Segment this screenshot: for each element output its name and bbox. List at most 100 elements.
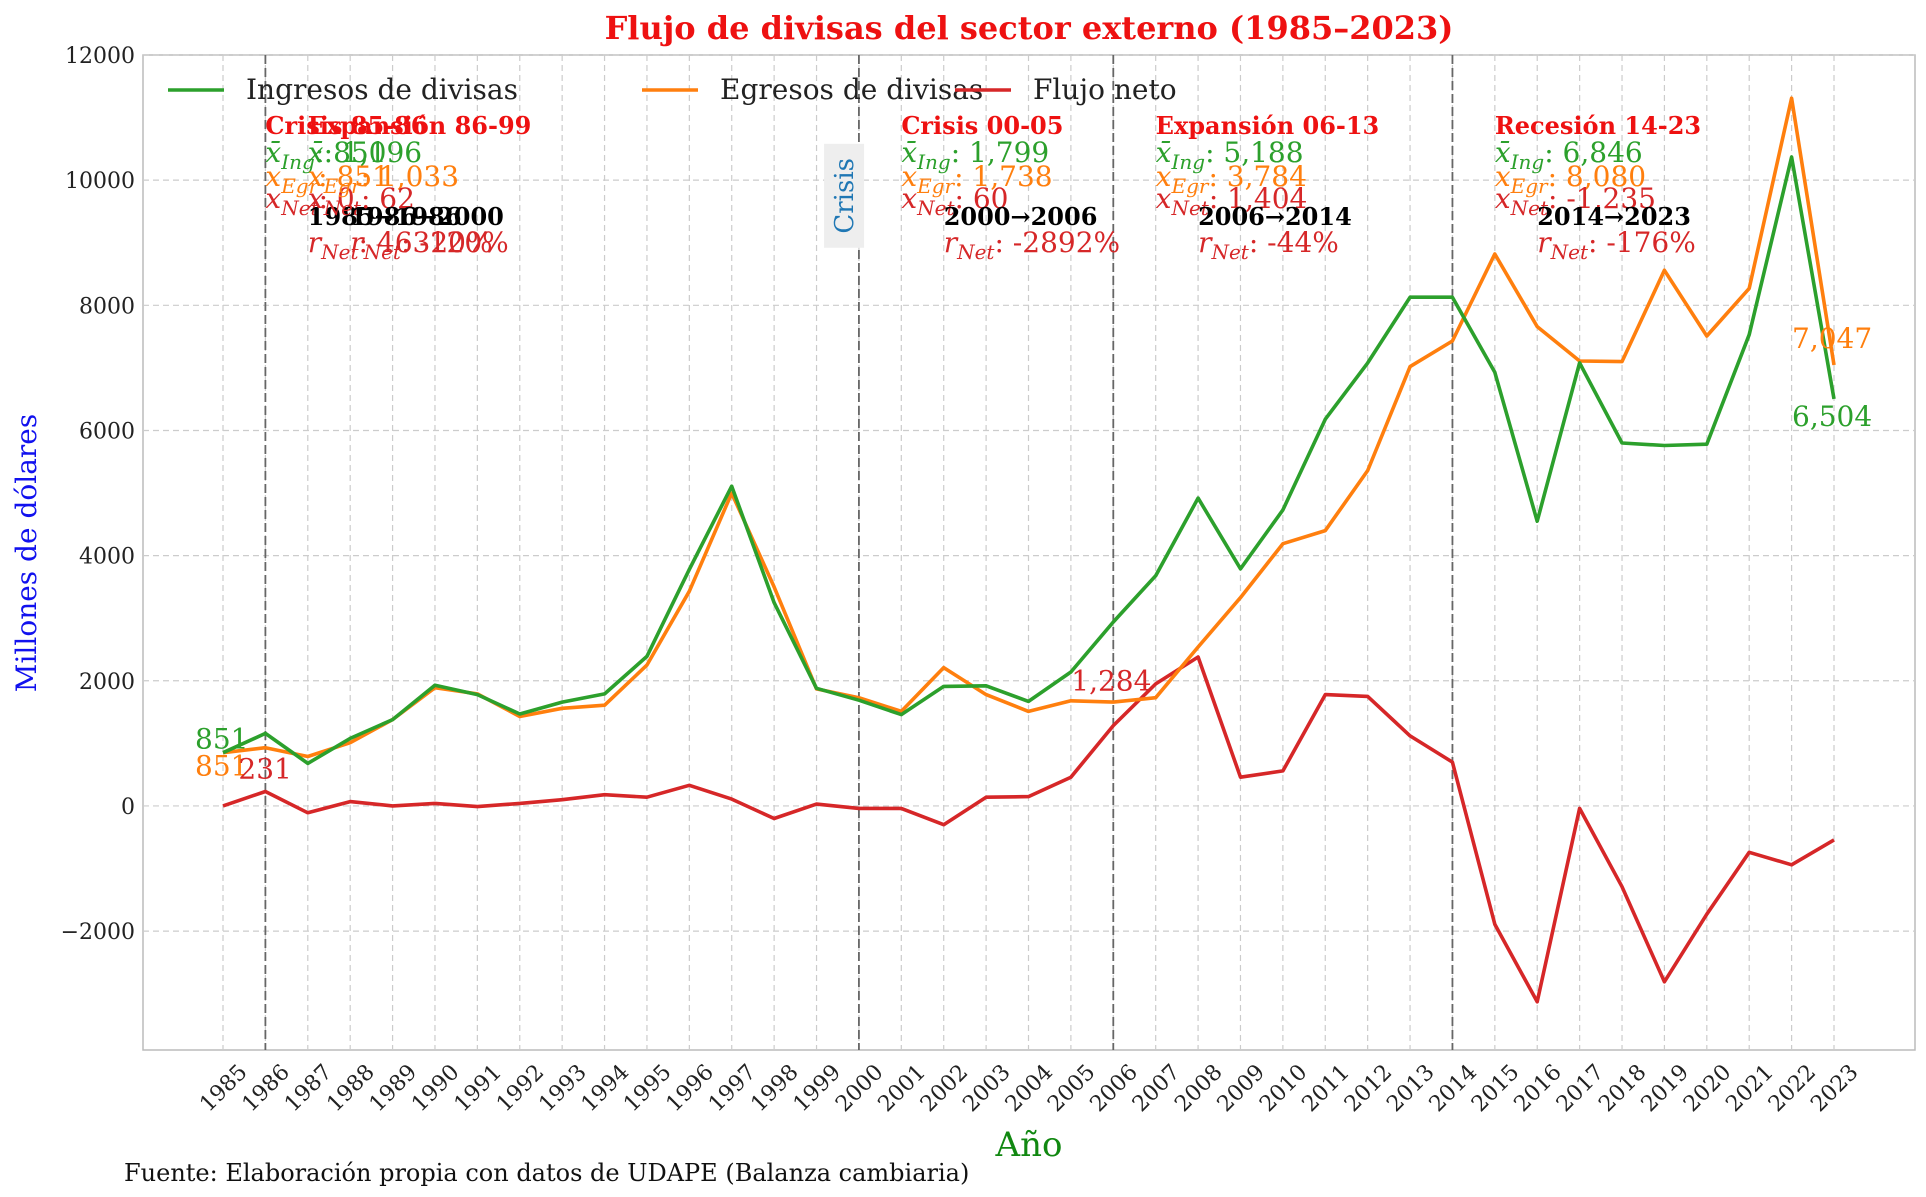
period-mean-egresos: xEgr: 1,033: [308, 160, 459, 198]
series-lines: [222, 96, 1836, 1004]
x-tick-label: 1987: [280, 1060, 337, 1117]
period-change-neto: rNet: -120%: [350, 226, 509, 264]
y-tick-label: 2000: [79, 670, 135, 695]
x-tick-label: 1997: [704, 1060, 761, 1117]
period-title: Recesión 14-23: [1495, 111, 1701, 140]
period-range: 1985→1986: [308, 202, 462, 231]
period-mean-neto: xNet: 60: [901, 182, 1008, 220]
point-label: 7,047: [1792, 322, 1872, 355]
x-tick-label: 2005: [1043, 1060, 1100, 1117]
legend: Ingresos de divisas Egresos de divisas Flu…: [168, 73, 1177, 106]
x-tick-label: 2021: [1721, 1060, 1778, 1117]
point-label: 6,504: [1792, 400, 1872, 433]
y-axis-label: Millones de dólares: [10, 414, 43, 692]
period-title: Crisis 85-86: [265, 111, 427, 140]
crisis-label: Crisis: [830, 158, 860, 234]
legend-label-neto: Flujo neto: [1033, 73, 1177, 106]
x-tick-label: 2022: [1764, 1060, 1821, 1117]
x-axis-ticks: 1985198619871988198919901991199219931994…: [195, 1060, 1863, 1117]
point-label: 851: [195, 750, 248, 783]
x-tick-label: 1998: [746, 1060, 803, 1117]
y-tick-label: 4000: [79, 545, 135, 570]
period-mean-egresos: xEgr: 8,080: [1495, 160, 1646, 198]
point-label: 1,284: [1071, 665, 1151, 698]
x-tick-label: 2008: [1170, 1060, 1227, 1117]
x-tick-label: 2010: [1255, 1060, 1312, 1117]
x-tick-label: 1985: [195, 1060, 252, 1117]
x-tick-label: 2018: [1594, 1060, 1651, 1117]
point-label: 851: [195, 723, 248, 756]
x-tick-label: 1990: [407, 1060, 464, 1117]
y-tick-label: 10000: [65, 169, 135, 194]
period-mean-ingresos: x̄: 1,096: [308, 136, 422, 169]
x-tick-label: 2007: [1128, 1060, 1185, 1117]
chart-title: Flujo de divisas del sector externo (198…: [605, 9, 1454, 47]
x-tick-label: 1995: [619, 1060, 676, 1117]
x-tick-label: 2000: [831, 1060, 888, 1117]
x-axis-label: Año: [995, 1125, 1063, 1165]
y-tick-label: 12000: [65, 44, 135, 69]
x-tick-label: 1988: [322, 1060, 379, 1117]
x-tick-label: 1989: [365, 1060, 422, 1117]
period-mean-neto: xNet: 62: [308, 182, 415, 220]
period-title: Crisis 00-05: [901, 111, 1063, 140]
x-tick-label: 2011: [1298, 1060, 1355, 1117]
x-tick-label: 2017: [1552, 1060, 1609, 1117]
y-tick-label: −2000: [61, 920, 135, 945]
period-range: 1986→2000: [350, 202, 504, 231]
x-tick-label: 2001: [874, 1060, 931, 1117]
x-tick-label: 1999: [789, 1060, 846, 1117]
x-tick-label: 1992: [492, 1060, 549, 1117]
x-tick-label: 1991: [450, 1060, 507, 1117]
series-line-ingresos: [222, 155, 1836, 766]
period-mean-neto: xNet: -1,235: [1495, 182, 1656, 220]
period-range: 2006→2014: [1198, 202, 1352, 231]
x-tick-label: 1996: [662, 1060, 719, 1117]
period-dividers: Crisis: [264, 55, 1454, 1050]
crisis-label-box: [824, 143, 865, 248]
x-tick-label: 1994: [577, 1060, 634, 1117]
period-mean-egresos: xEgr: 851: [265, 160, 390, 198]
period-range: 2014→2023: [1537, 202, 1691, 231]
x-tick-label: 2014: [1425, 1060, 1482, 1117]
period-mean-egresos: xEgr: 1,738: [901, 160, 1052, 198]
period-change-neto: rNet: -44%: [1198, 226, 1339, 264]
x-tick-label: 2020: [1679, 1060, 1736, 1117]
point-label: 231: [238, 752, 291, 785]
x-tick-label: 2019: [1637, 1060, 1694, 1117]
period-mean-egresos: xEgr: 3,784: [1156, 160, 1307, 198]
period-change-neto: rNet: 46320%: [308, 226, 493, 264]
period-title: Expansión 06-13: [1156, 111, 1380, 140]
x-tick-label: 2004: [1001, 1060, 1058, 1117]
legend-label-egresos: Egresos de divisas: [720, 73, 983, 106]
y-tick-label: 6000: [79, 419, 135, 444]
y-axis-ticks: −2000 0 2000 4000 6000 8000 10000 12000: [61, 44, 135, 945]
period-range: 2000→2006: [944, 202, 1098, 231]
x-tick-label: 2013: [1382, 1060, 1439, 1117]
x-tick-label: 2016: [1510, 1060, 1567, 1117]
period-mean-neto: xNet: 0: [265, 182, 354, 220]
source-note: Fuente: Elaboración propia con datos de …: [124, 1159, 969, 1187]
period-change-neto: rNet: -2892%: [944, 226, 1120, 264]
period-mean-ingresos: x̄Ing: 5,188: [1156, 136, 1304, 174]
x-tick-label: 1986: [238, 1060, 295, 1117]
legend-label-ingresos: Ingresos de divisas: [246, 73, 518, 106]
period-title: Expansión 86-99: [308, 111, 532, 140]
x-tick-label: 2003: [958, 1060, 1015, 1117]
period-mean-ingresos: x̄Ing: 6,846: [1495, 136, 1643, 174]
x-tick-label: 2002: [916, 1060, 973, 1117]
x-tick-label: 2006: [1086, 1060, 1143, 1117]
period-mean-ingresos: x̄Ing: 851: [265, 136, 386, 174]
period-mean-neto: xNet: 1,404: [1156, 182, 1308, 220]
x-tick-label: 2012: [1340, 1060, 1397, 1117]
period-mean-ingresos: x̄Ing: 1,799: [901, 136, 1049, 174]
grid: [143, 54, 1915, 1050]
